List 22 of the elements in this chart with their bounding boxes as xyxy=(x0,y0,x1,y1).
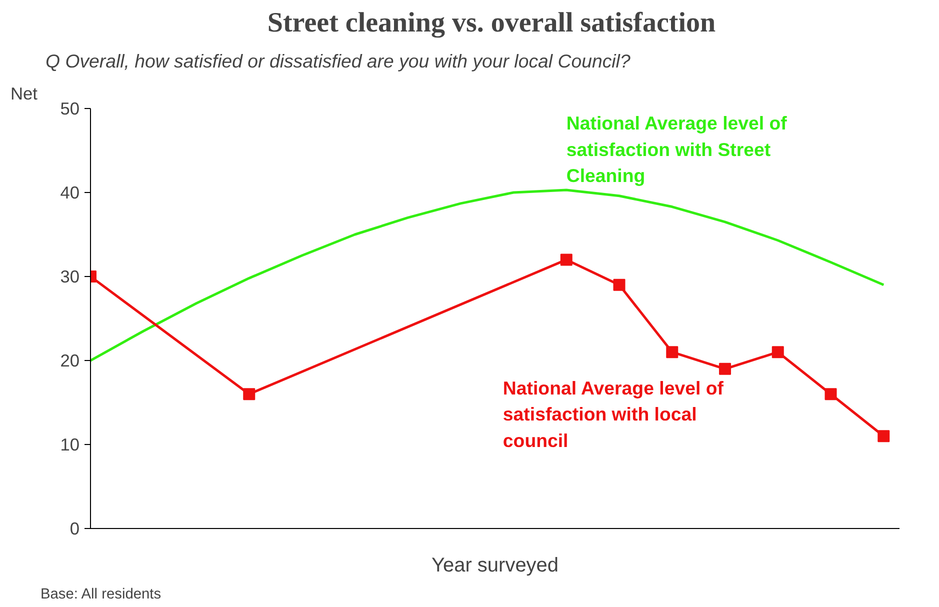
point xyxy=(613,278,626,291)
y-tick-label: 10 xyxy=(60,434,80,454)
y-tick-label: 0 xyxy=(70,518,80,538)
line-series xyxy=(90,188,885,362)
y-tick-label: 50 xyxy=(60,98,80,118)
point xyxy=(878,430,890,442)
point xyxy=(666,346,678,358)
point xyxy=(719,362,732,375)
y-tick-label: 20 xyxy=(60,350,80,370)
text: Base: All residents xyxy=(40,586,162,602)
chart-subtitle: Q Overall, how satisfied or dissatisfied are you with your local Council? xyxy=(46,50,631,72)
series-label: National Average level of satisfaction with Street Cleaning xyxy=(566,112,788,186)
point xyxy=(772,346,784,358)
y-axis-title: Net xyxy=(10,84,38,104)
point xyxy=(243,388,256,400)
y-tick-label: 40 xyxy=(60,182,80,202)
x-axis-title: Year surveyed xyxy=(431,554,559,576)
point xyxy=(560,254,572,266)
series-label: National Average level of satisfaction with local council xyxy=(502,377,724,451)
y-tick-label: 30 xyxy=(60,266,80,286)
chart-title: Street cleaning vs. overall satisfaction xyxy=(267,8,716,38)
point xyxy=(824,388,837,400)
